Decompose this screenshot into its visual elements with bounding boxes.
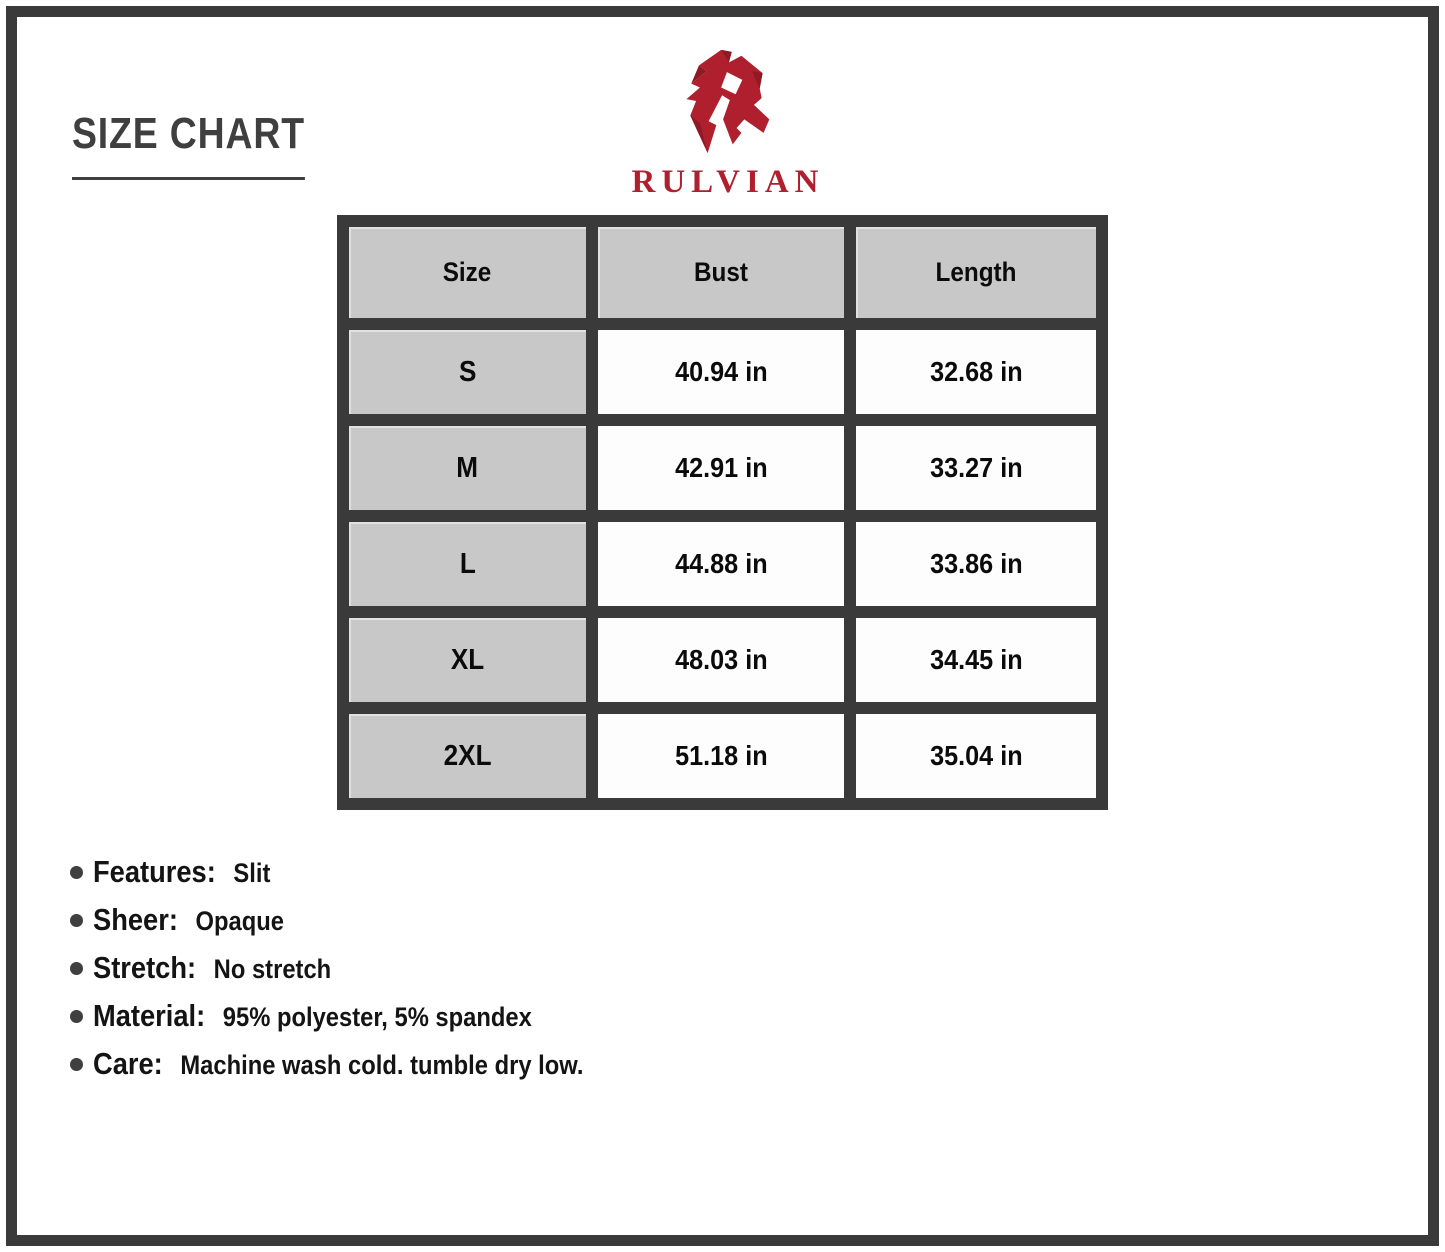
length-value-cell: 35.04 in: [856, 714, 1096, 798]
brand-logo: RULVIAN: [597, 48, 853, 201]
bullet-icon: [70, 913, 83, 927]
size-label-cell: S: [349, 330, 586, 414]
bullet-icon: [70, 961, 83, 975]
detail-value: Slit: [233, 858, 271, 888]
size-label-cell: XL: [349, 618, 586, 702]
detail-item-sheer: Sheer: Opaque: [70, 896, 650, 944]
size-label-cell: L: [349, 522, 586, 606]
bullet-icon: [70, 1057, 83, 1071]
length-value-cell: 32.68 in: [856, 330, 1096, 414]
detail-label: Features:: [93, 854, 216, 889]
detail-value: 95% polyester, 5% spandex: [222, 1002, 532, 1032]
size-label-cell: M: [349, 426, 586, 510]
column-header-length: Length: [856, 227, 1096, 318]
bust-value-cell: 42.91 in: [597, 426, 844, 510]
size-label-cell: 2XL: [349, 714, 586, 798]
length-value-cell: 33.86 in: [856, 522, 1096, 606]
bust-value-cell: 40.94 in: [597, 330, 844, 414]
detail-item-stretch: Stretch: No stretch: [70, 944, 650, 992]
bust-value-cell: 48.03 in: [597, 618, 844, 702]
detail-value: Machine wash cold. tumble dry low.: [180, 1050, 584, 1080]
detail-label: Care:: [93, 1046, 163, 1081]
length-value-cell: 34.45 in: [856, 618, 1096, 702]
column-header-size: Size: [349, 227, 586, 318]
bust-value-cell: 44.88 in: [597, 522, 844, 606]
bullet-icon: [70, 1009, 83, 1023]
detail-label: Stretch:: [93, 950, 197, 985]
brand-r-monogram-icon: [686, 49, 770, 154]
detail-value: Opaque: [195, 906, 284, 936]
detail-item-features: Features: Slit: [70, 848, 650, 896]
bullet-icon: [70, 865, 83, 879]
brand-wordmark: RULVIAN: [631, 164, 825, 200]
detail-item-care: Care: Machine wash cold. tumble dry low.: [70, 1040, 650, 1088]
bust-value-cell: 51.18 in: [597, 714, 844, 798]
detail-label: Material:: [93, 998, 206, 1033]
product-details-list: Features: Slit Sheer: Opaque Stretch: No…: [70, 848, 650, 1088]
detail-label: Sheer:: [93, 902, 178, 937]
detail-item-material: Material: 95% polyester, 5% spandex: [70, 992, 650, 1040]
column-header-bust: Bust: [597, 227, 844, 318]
size-table: Size Bust Length S 40.94 in 32.68 in M 4…: [337, 215, 1108, 810]
length-value-cell: 33.27 in: [856, 426, 1096, 510]
detail-value: No stretch: [213, 954, 332, 984]
page-title: SIZE CHART: [72, 112, 305, 180]
